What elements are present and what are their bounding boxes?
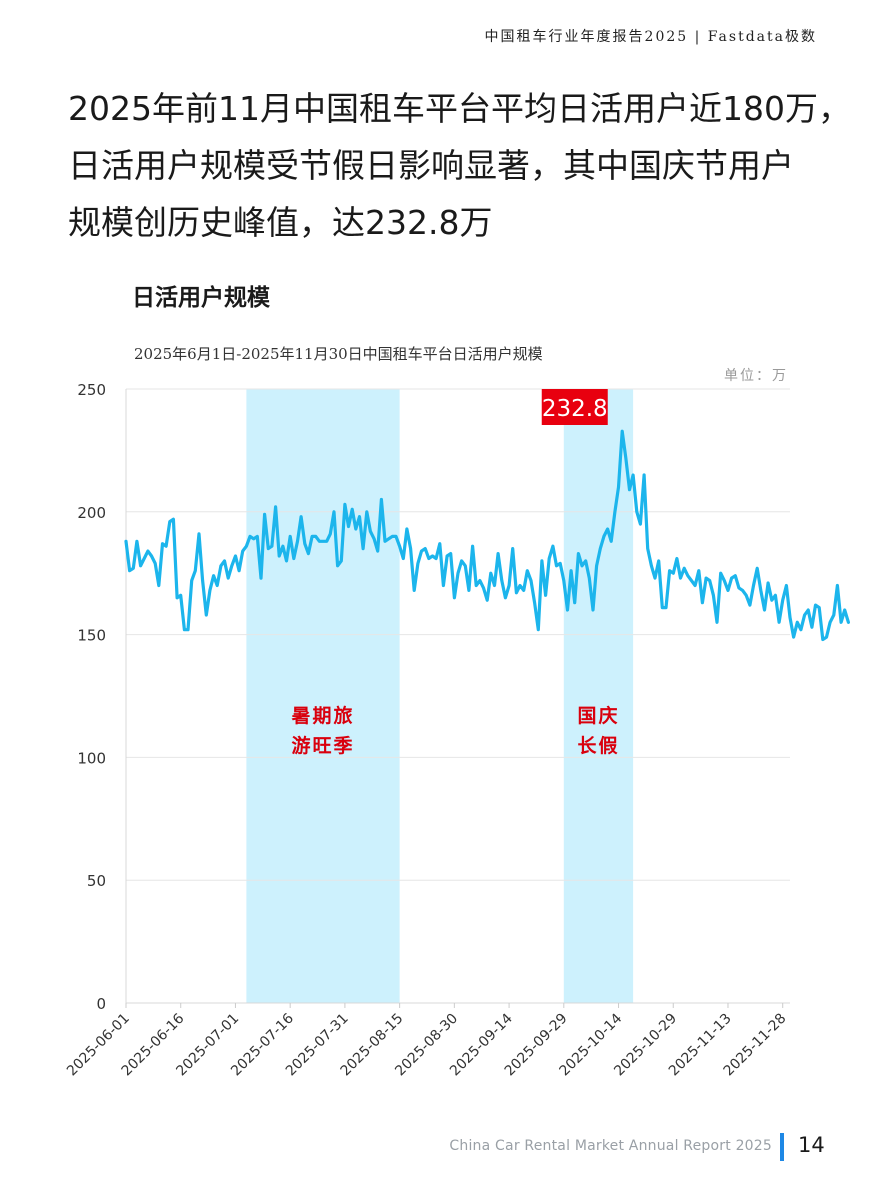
report-header: 中国租车行业年度报告2025 | Fastdata极数 bbox=[484, 29, 817, 45]
y-tick-label-50: 50 bbox=[87, 872, 106, 890]
page-number: 14 bbox=[798, 1133, 825, 1157]
headline-line-1: 2025年前11月中国租车平台平均日活用户近180万， bbox=[68, 89, 851, 128]
headline-line-3: 规模创历史峰值，达232.8万 bbox=[68, 203, 493, 242]
headline-line-2: 日活用户规模受节假日影响显著，其中国庆节用户 bbox=[68, 146, 794, 185]
chart-subtitle: 2025年6月1日-2025年11月30日中国租车平台日活用户规模 bbox=[134, 345, 543, 363]
unit-label: 单位：万 bbox=[724, 368, 788, 384]
y-tick-label-100: 100 bbox=[77, 749, 106, 767]
y-tick-label-0: 0 bbox=[96, 995, 106, 1013]
band-annotation-1-1: 长假 bbox=[577, 734, 619, 757]
peak-label-box bbox=[541, 389, 608, 425]
band-annotation-1-0: 国庆 bbox=[577, 704, 619, 727]
band-annotation-0-1: 游旺季 bbox=[292, 734, 355, 757]
page-headline: 2025年前11月中国租车平台平均日活用户近180万， 日活用户规模受节假日影响… bbox=[68, 80, 851, 251]
highlight-band-1 bbox=[563, 389, 634, 1003]
y-tick-label-250: 250 bbox=[77, 381, 106, 399]
band-annotation-0-0: 暑期旅 bbox=[292, 704, 355, 727]
chart-title: 日活用户规模 bbox=[132, 285, 270, 311]
series-line-0 bbox=[124, 429, 851, 642]
footer-accent-bar bbox=[780, 1133, 784, 1161]
highlight-band-0 bbox=[246, 389, 400, 1003]
y-tick-label-200: 200 bbox=[77, 504, 106, 522]
peak-value-label: 232.8 bbox=[542, 396, 608, 422]
footer-report-name: China Car Rental Market Annual Report 20… bbox=[449, 1138, 772, 1154]
y-tick-label-150: 150 bbox=[77, 627, 106, 645]
